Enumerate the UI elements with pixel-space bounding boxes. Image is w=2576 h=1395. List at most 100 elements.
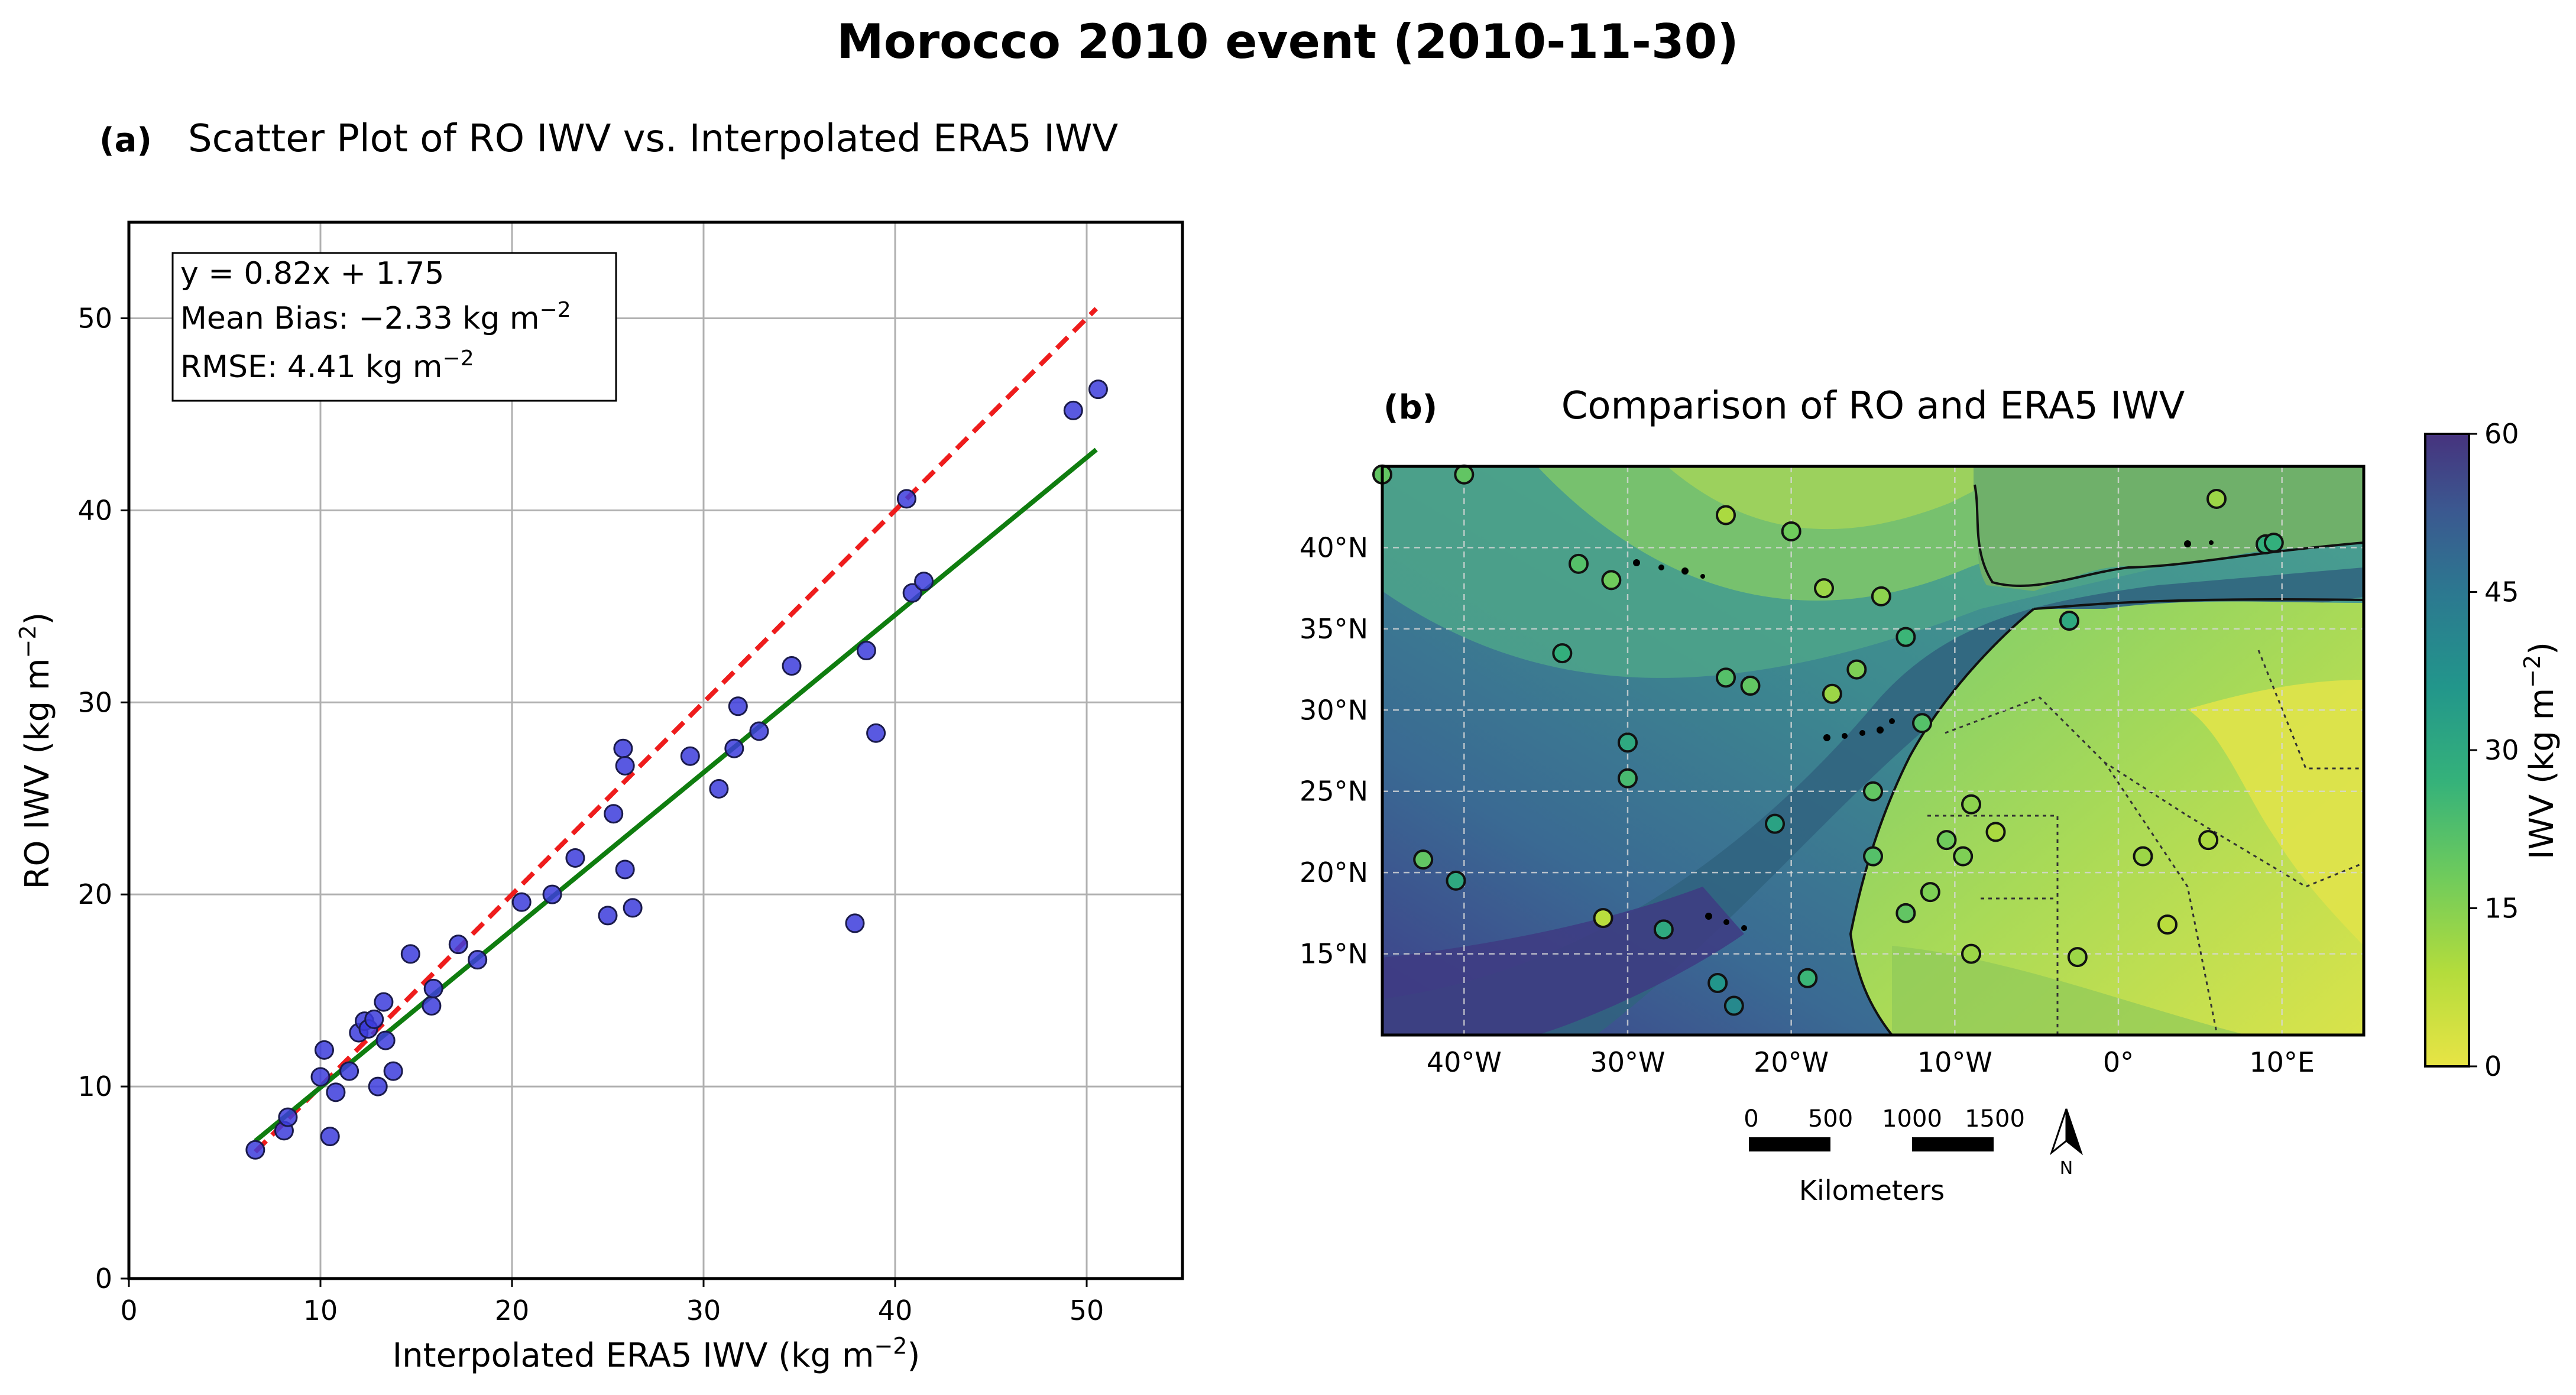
scatter-point (604, 804, 624, 824)
map-lon-label: 40°W (1427, 1046, 1502, 1078)
iwv-field (1382, 466, 2364, 1035)
figure-title: Morocco 2010 event (2010-11-30) (837, 14, 1739, 69)
ro-station-marker (1936, 830, 1957, 851)
panel-b-label: (b) (1383, 388, 1437, 427)
colorbar-tick-label: 30 (2484, 734, 2519, 766)
map-stations (1372, 464, 2284, 1016)
scatter-point (423, 978, 443, 998)
x-tick-label: 40 (878, 1295, 913, 1326)
map-lon-label: 30°W (1590, 1046, 1665, 1078)
ro-station-marker (1953, 846, 1974, 867)
ro-station-marker (1716, 667, 1736, 688)
colorbar-gradient (2424, 433, 2470, 1068)
ro-station-marker (1781, 521, 1801, 541)
y-tick-label: 40 (77, 494, 112, 526)
scale-label-0: 0 (1744, 1105, 1758, 1133)
scatter-x-axis-label: Interpolated ERA5 IWV (kg m−2) (393, 1333, 921, 1375)
scale-label-500: 500 (1808, 1105, 1853, 1133)
colorbar-tick-label: 15 (2484, 893, 2519, 924)
ro-station-marker (1961, 794, 1981, 815)
ro-station-marker (1653, 919, 1674, 940)
colorbar: 0 15 30 45 60 IWV (kg m−2) (2424, 418, 2561, 1082)
scatter-point (368, 1076, 388, 1096)
map-lon-label: 10°E (2249, 1046, 2315, 1078)
scatter-point (728, 696, 748, 716)
ro-station-marker (1871, 586, 1891, 606)
ro-station-marker (1765, 813, 1785, 834)
scatter-point (422, 996, 442, 1016)
scatter-point (615, 755, 635, 776)
ro-station-marker (1822, 683, 1842, 704)
scatter-point (914, 572, 934, 592)
scatter-point (866, 723, 886, 743)
y-tick-label: 10 (77, 1070, 112, 1102)
ro-station-marker (1863, 846, 1883, 867)
y-tick-label: 0 (95, 1263, 112, 1295)
ro-station-marker (1797, 968, 1818, 988)
scatter-point (782, 656, 802, 676)
ro-station-marker (1716, 505, 1736, 525)
ro-station-marker (1863, 781, 1883, 802)
scatter-point (468, 950, 488, 970)
scatter-point (448, 935, 468, 955)
map-lat-label: 35°N (1300, 613, 1368, 645)
scatter-point (245, 1140, 265, 1160)
scale-label-1000: 1000 (1882, 1105, 1942, 1133)
map-ticks: 40°W 30°W 20°W 10°W 0° 10°E 40°N 35°N 30°N 25°N 20… (1300, 531, 2315, 1078)
map-lat-label: 15°N (1300, 938, 1368, 970)
scale-label-1500: 1500 (1965, 1105, 2025, 1133)
map-lat-label: 25°N (1300, 776, 1368, 807)
ro-station-marker (1985, 822, 2006, 842)
scatter-point (278, 1107, 298, 1127)
stats-box: y = 0.82x + 1.75 Mean Bias: −2.33 kg m−2… (171, 252, 617, 402)
scatter-point (902, 583, 922, 603)
ro-station-marker (2067, 947, 2088, 968)
map-lon-label: 0° (2103, 1046, 2134, 1078)
scatter-point (680, 746, 700, 766)
map-title: Comparison of RO and ERA5 IWV (1561, 384, 2185, 428)
scatter-point (598, 906, 618, 926)
map-lon-label: 10°W (1917, 1046, 1992, 1078)
ro-station-marker (1895, 627, 1916, 647)
ro-station-marker (1740, 676, 1761, 696)
scatter-point (613, 738, 633, 758)
scatter-point (565, 848, 585, 868)
scatter-point (310, 1067, 330, 1087)
x-tick-label: 20 (495, 1295, 530, 1326)
scatter-point (374, 992, 394, 1012)
scatter-point (339, 1061, 359, 1081)
scatter-point (896, 489, 916, 509)
scatter-title: Scatter Plot of RO IWV vs. Interpolated … (188, 117, 1118, 161)
colorbar-tick-label: 45 (2484, 576, 2519, 608)
scatter-point (383, 1061, 403, 1081)
scale-bar: 0 500 1000 1500 Kilometers (1744, 1105, 2025, 1206)
map-lat-label: 40°N (1300, 531, 1368, 563)
scatter-point (615, 859, 635, 880)
map-lat-label: 30°N (1300, 694, 1368, 726)
panel-a-label: (a) (99, 121, 152, 160)
scale-unit: Kilometers (1799, 1175, 1945, 1206)
ro-station-marker (1912, 713, 1932, 734)
ro-station-marker (2198, 830, 2219, 851)
scatter-points (245, 379, 1108, 1160)
ro-station-marker (1618, 768, 1638, 789)
ro-station-marker (1846, 659, 1867, 680)
scatter-y-axis-label: RO IWV (kg m−2) (15, 612, 57, 890)
scatter-axes-frame (127, 220, 1184, 1280)
regression-line (254, 447, 1098, 1143)
ro-station-marker (2206, 488, 2227, 509)
colorbar-tick-label: 0 (2484, 1050, 2502, 1082)
ro-station-marker (2263, 533, 2284, 553)
scatter-lines (254, 307, 1099, 1154)
scatter-point (326, 1082, 346, 1102)
ro-station-marker (1618, 732, 1638, 753)
scatter-point (709, 778, 729, 799)
ro-station-marker (1895, 903, 1916, 923)
one-to-one-line (254, 307, 1099, 1154)
fit-equation: y = 0.82x + 1.75 (180, 256, 444, 291)
scatter-point (623, 898, 643, 918)
scatter-point (364, 1009, 384, 1029)
scatter-point (375, 1030, 396, 1050)
ro-station-marker (1814, 578, 1834, 599)
